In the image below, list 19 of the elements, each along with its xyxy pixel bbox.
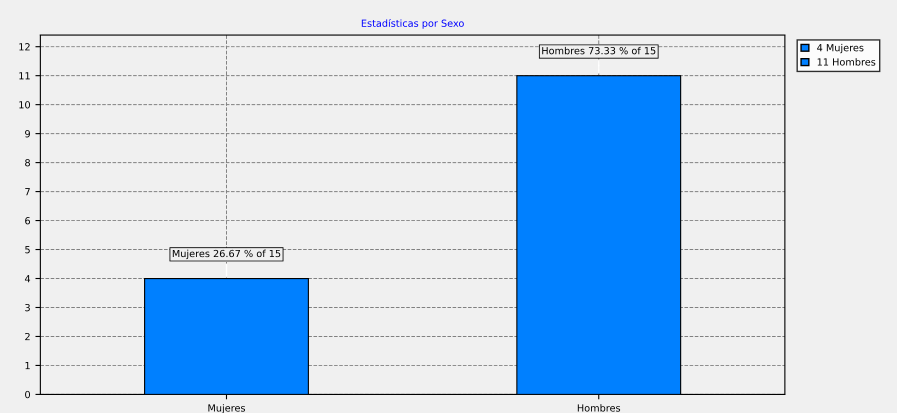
- y-tick-label: 7: [25, 188, 30, 196]
- legend-label: 4 Mujeres: [817, 44, 864, 54]
- y-tick-label: 2: [25, 332, 30, 340]
- y-tick-label: 1: [26, 362, 30, 370]
- y-tick-label: 4: [24, 275, 30, 282]
- y-tick-label: 11: [19, 72, 30, 80]
- y-tick-label: 0: [25, 390, 30, 398]
- x-tick-label: Hombres: [578, 404, 620, 412]
- y-tick-label: 3: [25, 304, 30, 312]
- y-tick-label: 12: [19, 43, 30, 50]
- y-tick-label: 9: [25, 130, 30, 138]
- y-tick-label: 10: [19, 101, 30, 108]
- y-tick-label: 5: [25, 246, 30, 254]
- y-tick-label: 8: [25, 159, 30, 166]
- y-tick-label: 6: [25, 217, 30, 224]
- annotation: Hombres 73.33 % of 15: [542, 46, 656, 54]
- chart-title: Estadísticas por Sexo: [362, 18, 464, 29]
- legend-label: 11 Hombres: [818, 58, 876, 66]
- annotation: Mujeres 26.67 % of 15: [172, 250, 280, 260]
